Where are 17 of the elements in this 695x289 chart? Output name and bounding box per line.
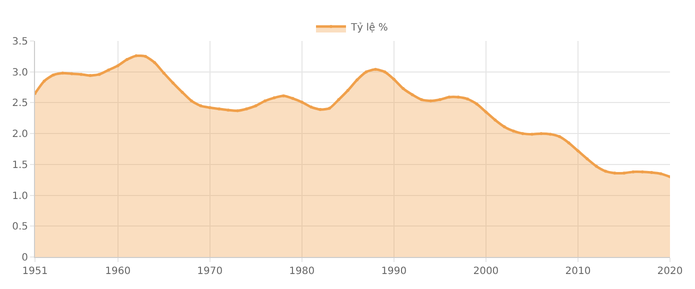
x-tick-label: 1980 (289, 266, 315, 277)
x-tick-label: 2000 (473, 266, 499, 277)
y-tick-label: 2.0 (12, 129, 28, 140)
x-tick-label: 1951 (22, 266, 48, 277)
y-tick-label: 1.0 (12, 190, 28, 202)
x-tick-label: 1990 (381, 266, 407, 277)
x-tick-label: 2010 (565, 266, 591, 277)
y-tick-label: 3.5 (12, 36, 28, 48)
y-tick-label: 3.0 (12, 67, 28, 78)
y-tick-label: 2.5 (12, 98, 28, 110)
y-tick-label: 0.5 (12, 222, 28, 233)
x-tick-label: 1970 (197, 266, 223, 277)
legend-label: Tỷ lệ % (350, 21, 388, 34)
y-tick-label: 1.5 (12, 160, 28, 171)
y-tick-label: 0 (22, 252, 28, 264)
x-tick-label: 1960 (105, 266, 131, 277)
x-tick-label: 2020 (657, 266, 683, 277)
